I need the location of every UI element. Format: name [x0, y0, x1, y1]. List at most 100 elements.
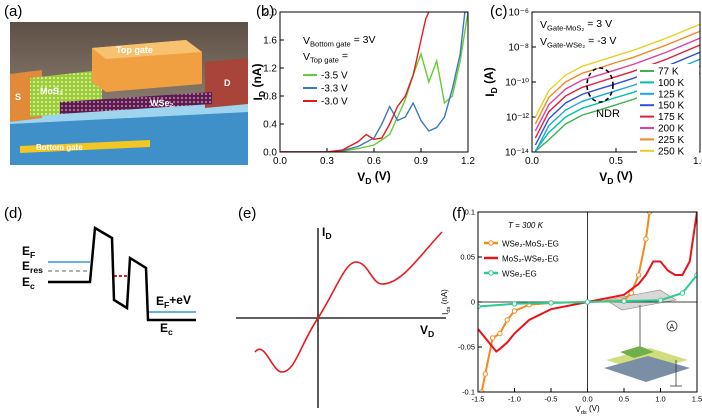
plot-area	[280, 12, 468, 152]
x-tick-label: 0.5	[609, 156, 623, 167]
data-point	[621, 298, 627, 304]
legend-box	[637, 64, 699, 158]
label-part: F	[30, 250, 35, 260]
schematic-axes	[236, 228, 446, 408]
data-point	[504, 317, 510, 323]
data-point	[584, 299, 591, 305]
label-part: D	[365, 176, 371, 186]
label-part: V	[540, 36, 547, 48]
x-tick-label: -1.5	[472, 395, 485, 404]
device-label: D	[224, 78, 231, 88]
plot-frame	[531, 11, 701, 153]
annotation: VGate-WSe₂ = -3 V	[540, 35, 616, 50]
y-tick-label: 1.6	[263, 36, 277, 47]
legend-label: 100 K	[658, 78, 684, 89]
label-part: D	[489, 87, 499, 93]
y-tick-label: 2.0	[263, 8, 277, 19]
label-part: E	[22, 244, 30, 258]
series-line	[478, 212, 697, 353]
y-axis-label: ID (nA)	[250, 64, 267, 101]
label-part: ds	[581, 410, 587, 416]
panel-label: (b)	[256, 3, 274, 20]
label-part: I	[441, 313, 450, 315]
y-tick-label: 10⁻⁶	[508, 8, 529, 19]
x-tick-label: 0.0	[273, 156, 287, 167]
series-line	[478, 274, 697, 308]
inset-device: A	[604, 289, 690, 387]
device-label: Top gate	[116, 45, 153, 55]
panel-label: (a)	[4, 3, 22, 20]
plot-area	[478, 212, 697, 392]
label-part: res	[30, 265, 43, 275]
legend-label: -3.5 V	[321, 71, 348, 82]
legend-marker	[488, 240, 494, 246]
annotation: VBottom gate = 3V	[303, 34, 376, 49]
y-tick-label: 0	[471, 298, 475, 307]
legend-label: 175 K	[658, 112, 684, 123]
x-tick-label: 0.9	[414, 156, 428, 167]
label-part: V	[303, 51, 310, 63]
y-axis-label: Ids (nA)	[440, 289, 452, 315]
x-axis-label: VD (V)	[357, 169, 391, 186]
axis-label: ID	[322, 225, 332, 241]
svg-text:A: A	[670, 324, 675, 331]
band-diagram	[48, 225, 196, 322]
label-part: I	[322, 225, 325, 239]
series-line	[280, 12, 466, 152]
device-label: Bottom gate	[36, 143, 83, 152]
label-part: V	[575, 405, 581, 414]
data-point	[489, 335, 496, 341]
label-part: (nA)	[250, 64, 264, 91]
data-point	[635, 272, 642, 278]
label-part: (V)	[371, 169, 390, 183]
device-label: S	[15, 92, 21, 102]
data-point	[548, 300, 554, 306]
label-part: D	[607, 176, 613, 186]
label-part: c	[168, 327, 173, 337]
label-part: D	[325, 231, 331, 241]
label-part: = -3 V	[585, 35, 616, 47]
ndr-label: NDR	[596, 108, 620, 120]
y-tick-label: 0.1	[465, 208, 475, 217]
y-tick-label: 0.4	[263, 120, 277, 131]
legend-label: -3.3 V	[321, 84, 348, 95]
data-point	[511, 301, 518, 307]
label-part: Top gate	[310, 56, 339, 65]
label-part: ds	[446, 306, 452, 312]
legend-label: 200 K	[658, 124, 684, 135]
label-part: V	[303, 35, 310, 47]
label-part: F	[164, 300, 169, 310]
plot-frame	[279, 11, 469, 153]
legend-marker	[488, 270, 494, 276]
y-tick-label: -0.05	[458, 343, 475, 352]
y-tick-label: 10⁻¹⁴	[505, 148, 529, 159]
band-label: Ec	[160, 321, 173, 337]
legend-label: 225 K	[658, 135, 684, 146]
label-part: I	[251, 97, 265, 100]
y-tick-label: 1.2	[263, 64, 277, 75]
legend-label: -3.0 V	[321, 97, 348, 108]
label-part: E	[160, 321, 168, 335]
label-part: I	[483, 93, 497, 96]
label-part: Gate-MoS₂	[547, 24, 584, 33]
annotation: T = 300 K	[508, 221, 544, 230]
x-tick-label: 1.5	[692, 395, 702, 404]
y-axis-label: ID (A)	[482, 67, 499, 97]
label-part: V	[540, 19, 547, 31]
data-point	[657, 297, 664, 303]
label-part: Gate-WSe₂	[547, 41, 585, 50]
legend-label: 150 K	[658, 101, 684, 112]
legend-label: 250 K	[658, 146, 684, 157]
series-line	[534, 23, 700, 118]
panel-label: (f)	[452, 205, 466, 222]
device-label: MoS₂	[40, 86, 63, 96]
y-tick-label: 10⁻¹⁰	[505, 78, 529, 89]
data-point	[478, 303, 481, 310]
y-tick-label: -0.1	[462, 388, 475, 397]
data-point	[482, 371, 488, 377]
label-part: E	[156, 294, 164, 308]
y-tick-label: 10⁻¹²	[506, 113, 530, 124]
schematic-curve	[254, 231, 443, 373]
axis-label: VD	[420, 323, 434, 339]
